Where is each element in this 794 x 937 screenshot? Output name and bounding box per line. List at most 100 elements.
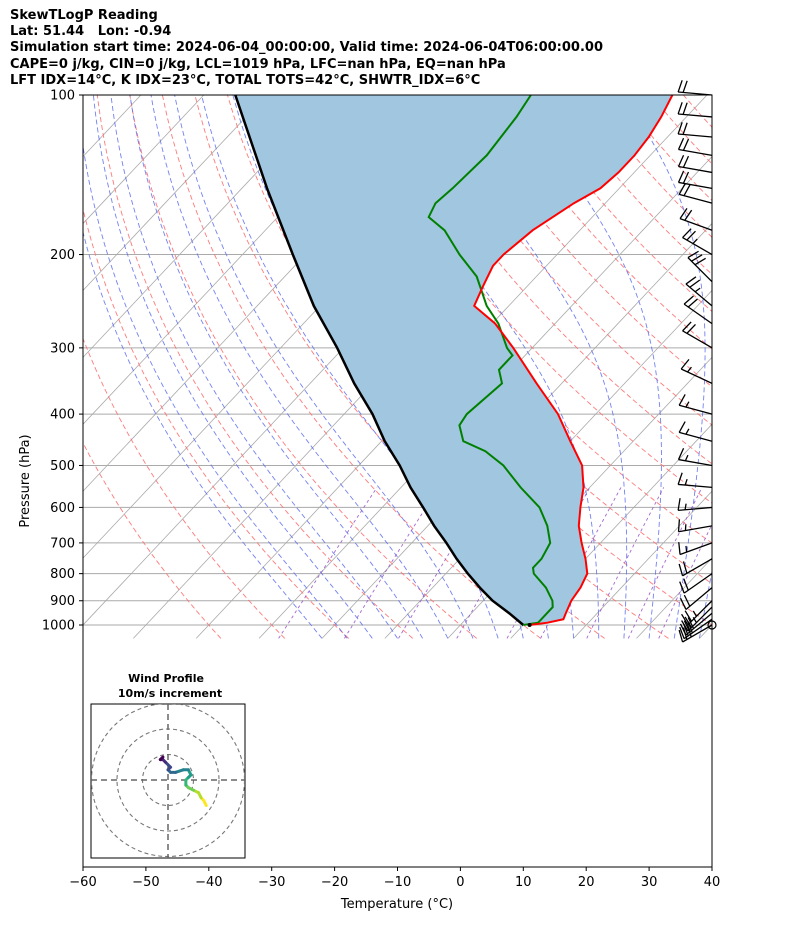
wind-barb-flag — [677, 519, 681, 532]
wind-barb-half-flag — [685, 401, 690, 408]
wind-barb-shaft — [679, 542, 713, 556]
mixing-ratio-line — [586, 487, 665, 639]
moist-adiabat — [83, 230, 323, 639]
moist-adiabat — [129, 95, 423, 639]
wind-barb — [682, 228, 713, 256]
time-line: Simulation start time: 2024-06-04_00:00:… — [10, 40, 603, 56]
x-tick-label: −40 — [195, 875, 222, 890]
wind-barb-flag — [687, 298, 699, 308]
moist-adiabat — [174, 95, 474, 639]
wind-barb-flag — [679, 623, 687, 636]
y-tick-label: 1000 — [42, 619, 75, 634]
wind-barb — [677, 519, 713, 533]
indices-line-2: LFT IDX=14°C, K IDX=23°C, TOTAL TOTS=42°… — [10, 72, 481, 88]
wind-barb — [677, 102, 713, 118]
wind-barb-half-flag — [685, 545, 688, 553]
wind-barb-flag — [678, 563, 684, 576]
dry-adiabat — [455, 95, 712, 388]
hodograph-inset: Wind Profile 10m/s increment — [90, 672, 246, 859]
chart-header: SkewTLogP Reading Lat: 51.44 Lon: -0.94 … — [10, 8, 603, 89]
wind-barb-flag — [682, 155, 690, 168]
hodograph-title: Wind Profile — [128, 672, 204, 685]
moist-adiabat — [434, 95, 628, 639]
wind-barb-flag — [683, 184, 691, 196]
dry-adiabat — [129, 95, 477, 639]
wind-barb-half-flag — [692, 610, 698, 617]
parcel-temperature-shading — [235, 95, 673, 625]
moist-adiabat — [201, 95, 499, 639]
wind-barb — [677, 472, 713, 489]
dry-adiabat — [83, 337, 286, 639]
wind-barb-flag — [686, 230, 696, 241]
wind-barb-half-flag — [694, 287, 701, 293]
wind-barb — [678, 558, 713, 577]
wind-barb-flag — [679, 581, 685, 594]
isotherm-line — [83, 95, 330, 358]
wind-barb — [682, 321, 713, 349]
wind-barb — [677, 447, 713, 467]
dry-adiabat — [422, 95, 712, 426]
axes: −60 −50 −40 −30 −20 −10 0 10 20 30 40 1000 900 800 700… — [42, 89, 720, 891]
dry-adiabat — [650, 95, 712, 165]
wind-barb — [678, 394, 713, 415]
wind-barb-flag — [677, 137, 685, 150]
wind-barb-flag — [682, 321, 692, 332]
cape-shading — [235, 95, 673, 625]
wind-barb-half-flag — [684, 454, 689, 462]
wind-barb — [677, 170, 713, 189]
moist-adiabat — [110, 95, 398, 639]
sounding-profiles — [234, 95, 674, 627]
wind-barb-flag — [684, 616, 693, 628]
wind-barb-flag — [677, 102, 683, 115]
wind-barb-flag — [679, 598, 687, 610]
dry-adiabat — [83, 441, 222, 639]
wind-barb-half-flag — [684, 503, 687, 510]
y-tick-label: 100 — [50, 89, 75, 104]
chart-title: SkewTLogP Reading — [10, 8, 158, 23]
wind-barb-flag — [683, 578, 689, 591]
wind-barb-flag — [682, 561, 688, 574]
wind-barb-flag — [677, 122, 683, 135]
x-tick-label: −50 — [132, 875, 159, 890]
y-tick-label: 600 — [50, 501, 75, 516]
wind-barb-flag — [682, 80, 688, 93]
dry-adiabat — [716, 95, 794, 638]
isotherm-line — [0, 95, 15, 638]
wind-barb-flag — [678, 421, 686, 433]
wind-barb — [678, 542, 713, 556]
wind-barb-flag — [678, 183, 686, 195]
x-tick-label: −60 — [69, 875, 96, 890]
y-tick-label: 500 — [50, 459, 75, 474]
wind-barb-flag — [682, 102, 688, 115]
x-tick-label: 30 — [641, 875, 658, 890]
x-tick-label: −10 — [384, 875, 411, 890]
isotherm-line — [699, 624, 712, 639]
wind-barb-flag — [682, 122, 688, 135]
y-tick-label: 800 — [50, 567, 75, 582]
wind-barb — [677, 137, 713, 157]
moist-adiabat — [92, 95, 373, 639]
wind-barb-shaft — [678, 458, 713, 467]
x-tick-label: 10 — [515, 875, 532, 890]
wind-barb — [677, 154, 713, 174]
mixing-ratio-line — [627, 487, 703, 639]
wind-barb-shaft — [678, 431, 713, 442]
moist-adiabat — [83, 143, 348, 639]
wind-barb — [685, 276, 713, 307]
location-line: Lat: 51.44 Lon: -0.94 — [10, 24, 172, 40]
dry-adiabat — [682, 95, 712, 128]
wind-barb — [679, 587, 713, 610]
wind-barbs — [677, 80, 717, 643]
wind-barb-flag — [677, 447, 685, 460]
wind-barb — [683, 295, 713, 325]
wind-barb-flag — [678, 629, 684, 643]
dry-adiabat — [96, 95, 413, 639]
dry-adiabat — [324, 95, 712, 544]
x-tick-label: −20 — [321, 875, 348, 890]
y-axis-label: Pressure (hPa) — [18, 434, 33, 527]
mixing-ratio-line — [344, 487, 439, 639]
mixing-ratio-line — [540, 487, 622, 639]
wind-barb-flag — [682, 171, 690, 184]
moist-adiabat — [367, 95, 600, 639]
